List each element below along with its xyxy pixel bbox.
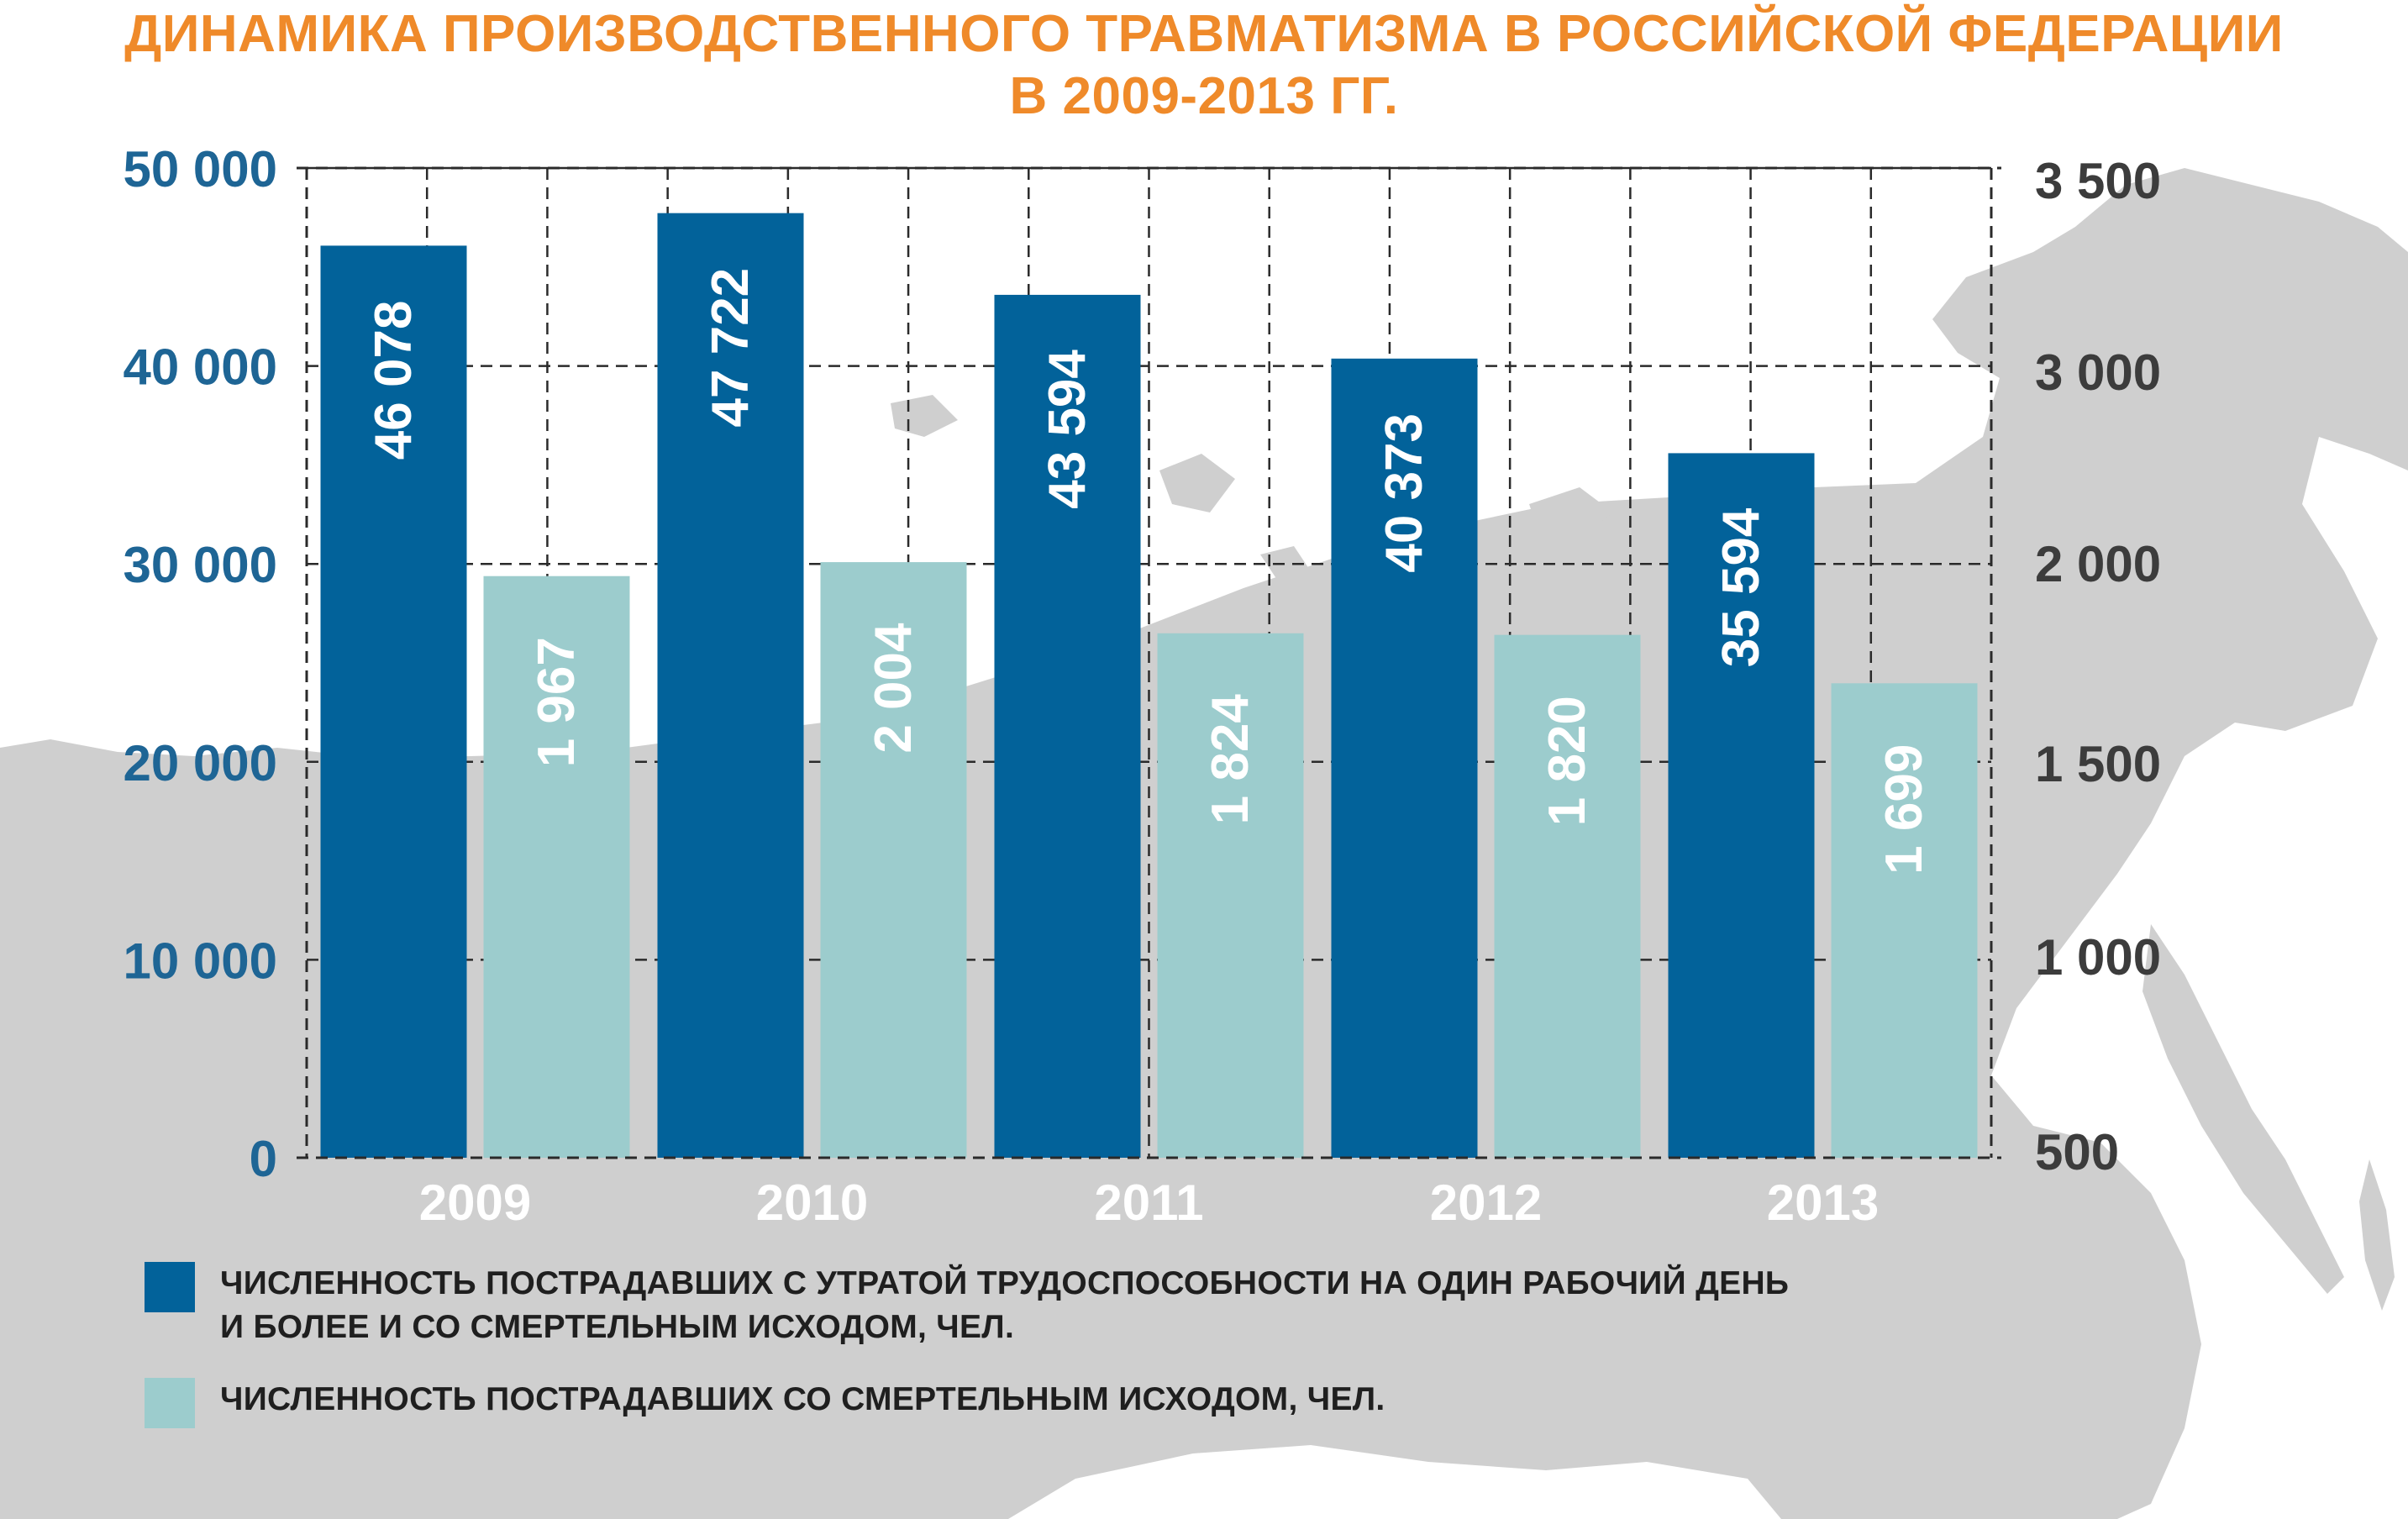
chart-title: ДИНАМИКА ПРОИЗВОДСТВЕННОГО ТРАВМАТИЗМА В…: [0, 3, 2408, 128]
bar-fatal-2010: [820, 562, 967, 1158]
bar-injured-2013: [1668, 453, 1815, 1158]
bar-label-fatal-2012: 1 820: [1538, 696, 1596, 826]
legend-label-fatal: ЧИСЛЕННОСТЬ ПОСТРАДАВШИХ СО СМЕРТЕЛЬНЫМ …: [220, 1378, 1985, 1422]
legend-label-injured-line-2: И БОЛЕЕ И СО СМЕРТЕЛЬНЫМ ИСХОДОМ, ЧЕЛ.: [220, 1309, 1015, 1345]
left-axis-tick-label: 50 000: [123, 141, 277, 197]
right-axis-tick-label: 3 500: [2035, 153, 2161, 209]
x-tick-label-2012: 2012: [1430, 1175, 1542, 1231]
chart-title-line-2: В 2009-2013 ГГ.: [1009, 67, 1399, 125]
chart-value-labels: 46 078 1 967 2009 47 722 2 004 2010 43 594 1 82…: [365, 268, 1933, 1231]
left-axis-tick-label: 40 000: [123, 339, 277, 396]
bar-injured-2011: [994, 294, 1141, 1159]
bar-label-fatal-2009: 1 967: [528, 637, 586, 767]
legend-label-injured-line-1: ЧИСЛЕННОСТЬ ПОСТРАДАВШИХ С УТРАТОЙ ТРУДО…: [220, 1265, 1790, 1301]
bar-injured-2009: [320, 245, 467, 1158]
legend-item-injured: ЧИСЛЕННОСТЬ ПОСТРАДАВШИХ С УТРАТОЙ ТРУДО…: [145, 1262, 1985, 1349]
left-axis-tick-label: 0: [250, 1131, 277, 1187]
x-tick-label-2011: 2011: [1094, 1175, 1203, 1231]
bar-fatal-2011: [1157, 633, 1304, 1158]
bar-fatal-2012: [1494, 634, 1641, 1158]
bar-label-fatal-2013: 1 699: [1875, 744, 1933, 875]
right-axis-tick-label: 500: [2035, 1124, 2119, 1180]
bar-fatal-2009: [483, 576, 630, 1158]
russia-map-kamchatka: [2142, 924, 2344, 1294]
bar-label-injured-2012: 40 373: [1375, 413, 1433, 573]
right-axis-tick-label: 2 000: [2035, 536, 2161, 592]
legend-label-fatal-line-1: ЧИСЛЕННОСТЬ ПОСТРАДАВШИХ СО СМЕРТЕЛЬНЫМ …: [220, 1381, 1385, 1417]
right-axis-tick-label: 1 000: [2035, 929, 2161, 986]
bar-label-fatal-2010: 2 004: [865, 623, 923, 754]
chart-title-line-1: ДИНАМИКА ПРОИЗВОДСТВЕННОГО ТРАВМАТИЗМА В…: [124, 5, 2284, 63]
left-axis-tick-label: 20 000: [123, 735, 277, 791]
chart-axes: 0 10 000 20 000 30 000 40 000 50 000 500 1 000 1…: [123, 141, 2161, 1187]
x-tick-label-2010: 2010: [756, 1175, 868, 1231]
bar-label-fatal-2011: 1 824: [1201, 694, 1259, 825]
left-axis-tick-label: 10 000: [123, 933, 277, 989]
right-axis-tick-label: 1 500: [2035, 736, 2161, 792]
left-axis-tick-label: 30 000: [123, 537, 277, 593]
russia-map-sakhalin: [2359, 1159, 2395, 1311]
bar-label-injured-2009: 46 078: [365, 301, 423, 460]
right-axis-tick-label: 3 000: [2035, 344, 2161, 401]
bar-injured-2010: [657, 213, 804, 1158]
legend-label-injured: ЧИСЛЕННОСТЬ ПОСТРАДАВШИХ С УТРАТОЙ ТРУДО…: [220, 1262, 1985, 1349]
bar-fatal-2013: [1831, 683, 1978, 1158]
legend-swatch-injured: [145, 1262, 195, 1312]
legend-swatch-fatal: [145, 1378, 195, 1428]
bar-label-injured-2013: 35 594: [1712, 507, 1770, 667]
x-tick-label-2013: 2013: [1767, 1175, 1879, 1231]
bar-injured-2012: [1331, 358, 1478, 1158]
bar-label-injured-2011: 43 594: [1038, 350, 1096, 509]
chart-bars: [320, 213, 1978, 1159]
x-tick-label-2009: 2009: [419, 1175, 531, 1231]
legend-item-fatal: ЧИСЛЕННОСТЬ ПОСТРАДАВШИХ СО СМЕРТЕЛЬНЫМ …: [145, 1378, 1985, 1428]
bar-label-injured-2010: 47 722: [702, 268, 760, 428]
